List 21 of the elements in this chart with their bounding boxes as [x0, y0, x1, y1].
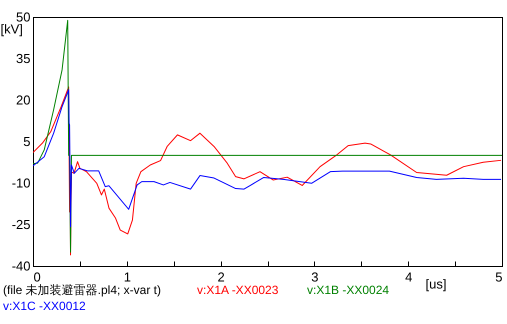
- text: v:X1A -XX0023: [197, 283, 279, 297]
- y-tick-label: -10: [12, 176, 30, 190]
- text: v:X1B -XX0024: [307, 283, 390, 297]
- x-tick-label: 5: [495, 270, 502, 284]
- x-tick-label: 0: [34, 270, 41, 284]
- x-tick-label: 2: [217, 270, 225, 284]
- x-axis-title: [us]: [426, 276, 446, 292]
- line-series: [33, 89, 502, 228]
- y-tick-label: 5: [23, 134, 30, 149]
- y-tick-label: 35: [16, 51, 30, 66]
- y-tick-label: 50: [16, 10, 30, 24]
- x-tick-label: 1: [124, 270, 131, 284]
- x-tick-label: 4: [405, 270, 412, 284]
- line-series: [33, 20, 502, 253]
- y-tick-label: 20: [16, 92, 30, 108]
- text: v:X1C -XX0012: [3, 299, 86, 313]
- y-tick-label: -40: [12, 258, 30, 274]
- x-tick-label: 3: [311, 270, 319, 284]
- y-axis-title: [kV]: [0, 22, 23, 36]
- text: (file 未加装避雷器.pl4; x-var t): [3, 283, 162, 297]
- y-tick-label: -25: [12, 217, 30, 232]
